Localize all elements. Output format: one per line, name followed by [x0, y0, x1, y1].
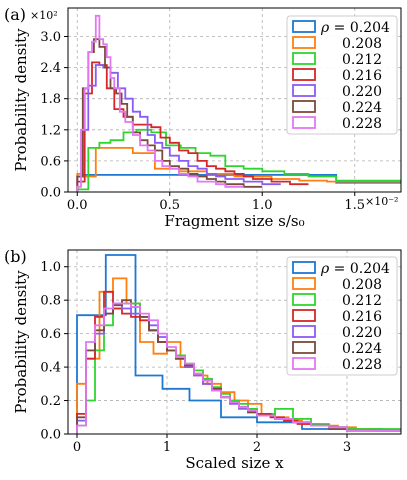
y-tick-label: 0.6	[40, 154, 61, 169]
axes-frame	[67, 7, 402, 193]
y-tick-label: 1.8	[40, 92, 61, 107]
legend-swatch	[292, 52, 316, 65]
y-tick-label: 0.2	[40, 394, 61, 409]
y-tick-label: 0.6	[40, 327, 61, 342]
legend-entry-label: 0.224	[342, 100, 382, 116]
legend-swatch	[292, 84, 316, 97]
legend-swatch	[292, 325, 316, 338]
x-tick-label: 1	[163, 440, 171, 455]
x-tick-label: 0.0	[67, 198, 88, 213]
y-axis-label: Probability density	[12, 270, 30, 414]
series-0.204-step	[76, 254, 383, 434]
panel-a: 0.0 0.5 1.0 1.5 0.0 0.6 1.2 1.8 2.4 3.0 ×10² ×10⁻² F…	[4, 5, 402, 230]
x-tick-label: 0.5	[159, 198, 180, 213]
x-tick-label: 1.5	[344, 198, 365, 213]
x-tick-label: 0	[73, 440, 81, 455]
panel-label: (b)	[4, 247, 27, 266]
legend-swatch	[292, 261, 316, 274]
legend-entry-label: 0.208	[342, 36, 382, 52]
legend-entry-label: ρ = 0.204	[320, 20, 390, 36]
legend-entry-label: ρ = 0.204	[320, 261, 390, 277]
series-0.216-step	[76, 61, 309, 192]
legend-swatch	[292, 36, 316, 49]
legend-swatch	[292, 68, 316, 81]
legend-swatch	[292, 341, 316, 354]
legend-swatch	[292, 293, 316, 306]
legend-entry-label: 0.228	[342, 357, 382, 373]
x-multiplier: ×10⁻²	[365, 195, 398, 208]
legend-entry-label: 0.212	[342, 293, 382, 309]
y-tick-label: 2.4	[40, 61, 61, 76]
y-tick-label: 0.4	[40, 361, 61, 376]
y-tick-label: 0.0	[40, 186, 61, 201]
legend-entry-label: 0.208	[342, 277, 382, 293]
x-axis-label: Fragment size s/s₀	[164, 212, 304, 230]
x-tick-label: 1.0	[252, 198, 273, 213]
legend-swatch	[292, 20, 316, 33]
series-0.208-step	[76, 147, 401, 192]
y-tick-label: 0.0	[40, 428, 61, 443]
legend-swatch	[292, 357, 316, 370]
series-0.220-step	[76, 64, 281, 192]
series-0.228-step	[76, 302, 401, 434]
y-multiplier: ×10²	[30, 9, 58, 22]
series-0.212-step	[76, 128, 401, 192]
y-tick-label: 3.0	[40, 30, 61, 45]
x-tick-label: 3	[343, 440, 351, 455]
panel-b: 0 1 2 3 0.0 0.2 0.4 0.6 0.8 1.0 Scaled size x Proba…	[4, 247, 402, 472]
series-0.228-step	[76, 14, 244, 192]
axes-frame	[67, 249, 402, 435]
y-tick-label: 1.2	[40, 123, 61, 138]
legend-entry-label: 0.228	[342, 116, 382, 132]
legend-entry-label: 0.216	[342, 68, 382, 84]
panel-label: (a)	[4, 5, 26, 24]
y-tick-label: 0.8	[40, 294, 61, 309]
legend-entry-label: 0.216	[342, 309, 382, 325]
legend-entry-label: 0.224	[342, 341, 382, 357]
x-axis-label: Scaled size x	[185, 454, 284, 472]
legend-swatch	[292, 309, 316, 322]
y-axis-label: Probability density	[12, 28, 30, 172]
legend-swatch	[292, 100, 316, 113]
legend-swatch	[292, 116, 316, 129]
legend-entry-label: 0.220	[342, 84, 382, 100]
legend-entry-label: 0.220	[342, 325, 382, 341]
y-tick-label: 1.0	[40, 260, 61, 275]
legend-entry-label: 0.212	[342, 52, 382, 68]
x-tick-label: 2	[253, 440, 261, 455]
legend-swatch	[292, 277, 316, 290]
